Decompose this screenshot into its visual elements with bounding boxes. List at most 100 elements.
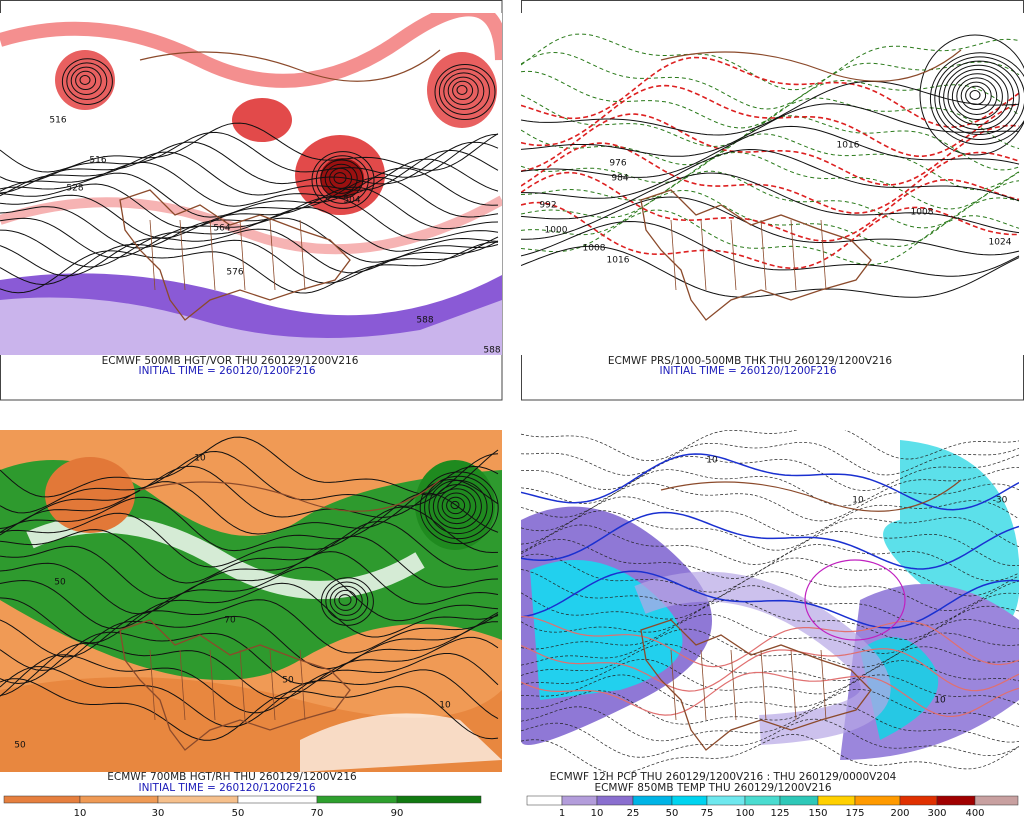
contour-line bbox=[521, 454, 1019, 491]
contour-line bbox=[521, 201, 1019, 270]
contour-ring bbox=[804, 559, 906, 641]
contour-ring bbox=[938, 60, 1020, 136]
contour-ring bbox=[447, 76, 479, 106]
contour-label: 50 bbox=[54, 578, 66, 588]
border-line bbox=[149, 219, 156, 291]
contour-ring bbox=[960, 81, 992, 111]
contour-label: 588 bbox=[416, 316, 433, 326]
panel-subcaption: INITIAL TIME = 260120/1200F216 bbox=[659, 365, 836, 377]
contour-label: 50 bbox=[14, 741, 26, 751]
border-line bbox=[700, 649, 707, 721]
contour-line bbox=[521, 103, 1020, 157]
contour-line bbox=[0, 176, 499, 229]
border-line bbox=[760, 649, 767, 721]
contour-label: 1008 bbox=[583, 244, 606, 254]
contour-line bbox=[0, 551, 499, 615]
contour-line bbox=[521, 616, 1019, 668]
colorbar-label: 125 bbox=[770, 808, 789, 819]
contour-ring bbox=[443, 72, 485, 110]
contour-line bbox=[0, 636, 499, 699]
contour-line bbox=[0, 141, 499, 194]
colorbar-label: 90 bbox=[391, 808, 404, 819]
contour-label: 1000 bbox=[545, 226, 568, 236]
colorbar-label: 50 bbox=[666, 808, 679, 819]
colorbar-swatch bbox=[974, 795, 1019, 806]
colorbar-swatch bbox=[779, 795, 819, 806]
contour-ring bbox=[965, 85, 987, 106]
contour-line bbox=[521, 467, 1019, 507]
colorbar-label: 30 bbox=[152, 808, 165, 819]
contour-line bbox=[0, 599, 499, 658]
contour-line bbox=[521, 570, 1019, 629]
contour-line bbox=[521, 644, 1019, 692]
colorbar-swatch bbox=[706, 795, 746, 806]
contour-line bbox=[521, 220, 1020, 277]
contour-ring bbox=[338, 594, 352, 606]
contour-line bbox=[521, 703, 1019, 743]
contour-line bbox=[521, 80, 1020, 136]
contour-line bbox=[0, 492, 499, 552]
contour-line bbox=[521, 553, 1019, 597]
colorbar-swatch bbox=[157, 795, 239, 804]
border-line bbox=[760, 219, 767, 291]
contour-label: -30 bbox=[993, 496, 1008, 506]
rh-colorbar: 10 30 50 70 90 bbox=[3, 795, 482, 819]
border-line bbox=[269, 649, 276, 721]
colorbar-label: 1 bbox=[559, 808, 565, 819]
contour-line bbox=[0, 131, 499, 184]
border-line bbox=[730, 649, 737, 721]
colorbar-label: 75 bbox=[701, 808, 714, 819]
contour-line bbox=[521, 659, 1019, 695]
colorbar-swatch bbox=[854, 795, 901, 806]
map-500mb: 516 516 528 564 576 504 588 588 bbox=[0, 13, 502, 355]
contour-line bbox=[521, 453, 1019, 511]
contour-line bbox=[521, 51, 1020, 110]
contour-label: 516 bbox=[49, 116, 66, 126]
colorbar-label: 175 bbox=[845, 808, 864, 819]
contour-line bbox=[0, 436, 499, 498]
contour-ring bbox=[456, 85, 468, 95]
contour-line bbox=[521, 674, 1019, 708]
contour-label: 528 bbox=[66, 184, 83, 194]
contour-ring bbox=[61, 58, 113, 105]
contour-label: 1008 bbox=[911, 208, 934, 218]
contour-line bbox=[521, 718, 1019, 758]
contour-ring bbox=[70, 66, 102, 96]
contour-line bbox=[521, 56, 1020, 128]
contour-ring bbox=[929, 52, 1024, 145]
colorbar-label: 300 bbox=[927, 808, 946, 819]
contour-line bbox=[521, 585, 1019, 626]
contour-line bbox=[0, 465, 499, 529]
contour-line bbox=[521, 170, 1020, 229]
contour-line bbox=[0, 228, 499, 277]
colorbar-swatch bbox=[671, 795, 708, 806]
contour-ring bbox=[325, 581, 369, 621]
contour-label: 504 bbox=[343, 196, 360, 206]
colorbar-label: 10 bbox=[74, 808, 87, 819]
contour-ring bbox=[333, 172, 347, 184]
contour-label: 984 bbox=[611, 174, 628, 184]
border-line bbox=[239, 649, 246, 721]
colorbar-swatch bbox=[396, 795, 482, 804]
coastline bbox=[660, 49, 962, 82]
panel-caption: ECMWF PRS/1000-500MB THK THU 260129/1200… bbox=[608, 355, 893, 367]
colorbar-swatch bbox=[632, 795, 673, 806]
contour-label: 1016 bbox=[837, 141, 860, 151]
contour-ring bbox=[75, 70, 97, 91]
contour-line bbox=[521, 643, 1019, 682]
map-850mb: 10 10 -30 10 bbox=[521, 430, 1019, 772]
contour-ring bbox=[66, 62, 108, 100]
contour-line bbox=[521, 209, 1020, 266]
contour-label: 70 bbox=[224, 616, 236, 626]
contour-label: 564 bbox=[213, 224, 230, 234]
colorbar-swatch bbox=[526, 795, 563, 806]
border-line bbox=[670, 649, 677, 721]
border-line bbox=[299, 649, 306, 721]
contour-label: 10 bbox=[194, 454, 206, 464]
contour-line bbox=[521, 245, 1020, 298]
contour-ring bbox=[446, 496, 466, 515]
contour-line bbox=[521, 196, 1020, 256]
coastline bbox=[640, 189, 872, 321]
colorbar-swatch bbox=[817, 795, 856, 806]
